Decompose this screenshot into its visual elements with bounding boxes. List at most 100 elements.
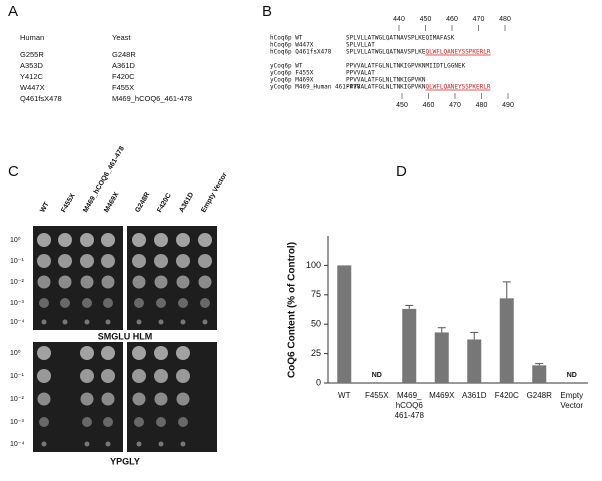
table-cell: Y412C <box>20 72 44 81</box>
yeast-spot <box>132 346 146 360</box>
x-tick-label: M469X <box>429 391 455 400</box>
ruler-label: 490 <box>502 102 514 109</box>
dilution-label: 10⁻³ <box>10 300 24 307</box>
column-label: F455X <box>60 192 77 214</box>
bar <box>532 365 547 383</box>
sequence: SPLVLLATWGLQATNAVSPLKE <box>346 49 426 56</box>
yeast-spot <box>132 254 146 268</box>
panel-label: B <box>262 3 272 20</box>
yeast-spot <box>154 254 168 268</box>
bar <box>467 339 482 383</box>
sequence-insert: QLWFLQANEYSSPKERLR <box>425 49 490 56</box>
yeast-spot <box>158 319 164 325</box>
yeast-spot <box>84 441 90 447</box>
yeast-spot <box>176 369 190 383</box>
table-header: Yeast <box>112 33 131 42</box>
sequence: SPLVLLATWGLQATNAVSPLKEQIMAFASK <box>346 35 455 42</box>
table-cell: M469_hCOQ6_461-478 <box>112 94 192 103</box>
yeast-spot <box>154 369 168 383</box>
dilution-label: 10⁰ <box>10 236 21 244</box>
sequence-insert: QLWFLQANEYSSPKERLR <box>425 84 490 91</box>
sequence-name: yCoq6p M469X <box>270 77 314 84</box>
panel-label: C <box>8 163 19 180</box>
yeast-spot <box>80 275 94 289</box>
yeast-spot <box>82 298 92 308</box>
sequence-name: hCoq6p W447X <box>270 42 314 49</box>
table-cell: F420C <box>112 72 135 81</box>
y-tick-label: 0 <box>316 377 321 387</box>
sequence-name: yCoq6p WT <box>270 63 303 70</box>
dilution-label: 10⁻² <box>10 279 24 286</box>
yeast-spot <box>154 233 168 247</box>
sequence-name: hCoq6p WT <box>270 35 303 42</box>
yeast-spot <box>180 441 186 447</box>
plate-caption: YPGLY <box>110 456 140 466</box>
yeast-spot <box>39 417 49 427</box>
yeast-spot <box>80 254 94 268</box>
yeast-spot <box>198 275 212 289</box>
bar <box>434 332 449 383</box>
yeast-spot <box>178 298 188 308</box>
y-axis-title: CoQ6 Content (% of Control) <box>287 242 298 378</box>
yeast-spot <box>176 346 190 360</box>
bar <box>337 265 352 383</box>
y-tick-label: 100 <box>306 260 321 270</box>
y-tick-label: 50 <box>311 319 321 329</box>
x-tick-label: M469_ hCOQ6 461-478 <box>394 391 424 420</box>
yeast-spot <box>103 298 113 308</box>
yeast-spot <box>41 319 47 325</box>
plate-caption: SMGLU HLM <box>98 331 153 341</box>
table-cell: G255R <box>20 50 44 59</box>
dilution-label: 10⁻³ <box>10 419 24 426</box>
yeast-spot <box>200 298 210 308</box>
yeast-spot <box>37 233 51 247</box>
yeast-spot <box>178 417 188 427</box>
dilution-label: 10⁻¹ <box>10 258 24 265</box>
yeast-spot <box>101 369 115 383</box>
yeast-spot <box>37 369 51 383</box>
yeast-spot <box>84 319 90 325</box>
column-label: G248R <box>134 191 151 214</box>
table-cell: W447X <box>20 83 45 92</box>
x-tick-label: WT <box>338 391 351 400</box>
dilution-label: 10⁻⁴ <box>10 319 25 326</box>
yeast-spot <box>101 233 115 247</box>
column-label: F420C <box>156 192 173 214</box>
yeast-spot <box>37 392 51 406</box>
yeast-spot <box>101 392 115 406</box>
yeast-spot <box>198 254 212 268</box>
yeast-spot <box>82 417 92 427</box>
column-label: WT <box>39 200 51 214</box>
ruler-label: 460 <box>423 102 435 109</box>
yeast-spot <box>132 369 146 383</box>
sequence: PPVVALATFGLNLTNKIGPVKN <box>346 84 426 91</box>
bar <box>402 308 417 383</box>
ruler-label: 450 <box>396 102 408 109</box>
y-tick-label: 75 <box>311 289 321 299</box>
yeast-spot <box>132 275 146 289</box>
ruler-label: 480 <box>476 102 488 109</box>
table-cell: A361D <box>112 61 136 70</box>
x-tick-label: F455X <box>364 391 389 400</box>
yeast-spot <box>80 233 94 247</box>
ruler-label: 440 <box>393 16 405 23</box>
ruler-label: 470 <box>449 102 461 109</box>
yeast-spot <box>101 254 115 268</box>
yeast-spot <box>136 441 142 447</box>
yeast-spot <box>176 254 190 268</box>
y-tick-label: 25 <box>311 348 321 358</box>
table-header: Human <box>20 33 44 42</box>
column-label: M469X <box>103 191 120 214</box>
sequence-name: hCoq6p Q461fsX478 <box>270 49 332 56</box>
yeast-spot <box>101 346 115 360</box>
yeast-spot <box>62 319 68 325</box>
x-tick-label: G248R <box>526 391 552 400</box>
yeast-spot <box>136 319 142 325</box>
table-cell: G248R <box>112 50 136 59</box>
dilution-label: 10⁰ <box>10 349 21 357</box>
yeast-spot <box>37 346 51 360</box>
yeast-spot <box>37 275 51 289</box>
yeast-spot <box>80 392 94 406</box>
yeast-spot <box>80 346 94 360</box>
